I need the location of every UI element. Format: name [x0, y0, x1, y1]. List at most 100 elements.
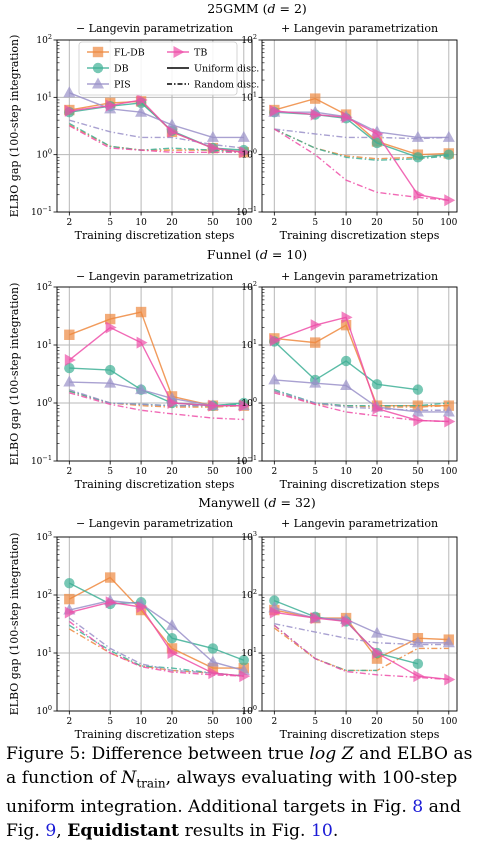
subplot-title: − Langevin parametrization	[76, 517, 233, 530]
data-point-pis	[237, 130, 250, 142]
y-tick-label: 100	[241, 704, 257, 717]
y-tick-label: 101	[241, 646, 257, 659]
figure-ref-link[interactable]: 10	[310, 821, 333, 842]
x-tick-label: 10	[135, 717, 147, 727]
series-line-tb-random	[273, 624, 449, 681]
data-point-pis	[340, 379, 353, 391]
x-tick-label: 50	[412, 717, 424, 727]
data-point-db	[443, 149, 454, 160]
x-tick-label: 2	[66, 467, 72, 477]
legend-marker	[92, 46, 104, 58]
y-tick-label: 100	[241, 148, 257, 161]
x-tick-label: 100	[235, 717, 252, 727]
axes-frame	[261, 286, 458, 462]
figure-ref-link[interactable]: 8	[412, 797, 424, 818]
data-point-db	[207, 643, 219, 654]
x-axis-label: Training discretization steps	[75, 728, 235, 740]
legend-marker	[92, 62, 104, 74]
axes-frame	[56, 286, 253, 462]
subplot-title: + Langevin parametrization	[281, 270, 438, 283]
y-tick-label: 101	[36, 646, 52, 659]
data-point-pis	[411, 405, 424, 417]
data-point-db	[371, 379, 383, 390]
legend-label: Uniform disc.	[194, 64, 259, 75]
x-tick-label: 100	[440, 218, 457, 228]
x-tick-label: 50	[412, 467, 424, 477]
x-tick-label: 5	[312, 467, 318, 477]
y-tick-label: 101	[36, 90, 52, 103]
x-tick-label: 50	[207, 717, 219, 727]
caption-bold-text: Equidistant	[67, 821, 180, 842]
series-line-fl-db-uniform	[274, 97, 449, 156]
data-point-tb	[136, 93, 148, 106]
data-point-db	[64, 577, 75, 589]
axes-frame	[56, 39, 253, 213]
caption-text: results in Fig.	[179, 821, 311, 842]
legend-label: DB	[114, 64, 129, 75]
subplot-title: − Langevin parametrization	[76, 270, 233, 283]
row-title: Manywell (d = 32)	[198, 495, 316, 510]
data-point-fl-db	[309, 93, 321, 104]
y-tick-label: 100	[241, 396, 257, 409]
y-axis-label: ELBO gap (100-step integration)	[8, 533, 21, 716]
x-tick-label: 100	[440, 717, 457, 727]
caption-text: Figure 5: Difference between true	[6, 744, 310, 764]
y-tick-label: 102	[241, 33, 257, 46]
data-point-tb	[269, 606, 281, 619]
figure-canvas: 25GMM (d = 2) ELBO gap (100-step integrat…	[8, 1, 458, 740]
data-point-tb	[105, 321, 117, 334]
data-point-db	[340, 355, 352, 367]
data-point-tb	[341, 111, 353, 124]
x-tick-label: 100	[235, 218, 252, 228]
data-point-tb	[413, 414, 425, 427]
y-tick-label: 102	[241, 588, 257, 601]
series-line-fl-db-random	[273, 627, 449, 672]
series-line-tb-random	[68, 125, 244, 153]
axes-frame	[56, 536, 253, 712]
x-tick-label: 2	[66, 218, 72, 228]
data-point-db	[412, 384, 424, 395]
series-line-pis-uniform	[69, 599, 244, 672]
y-tick-label: 101	[36, 338, 52, 351]
data-point-db	[269, 595, 280, 606]
x-tick-label: 5	[107, 717, 113, 727]
data-point-tb	[64, 354, 76, 367]
data-point-tb	[64, 606, 76, 619]
x-tick-label: 2	[271, 218, 277, 228]
series-line-db-uniform	[69, 582, 245, 661]
data-point-tb	[208, 399, 220, 412]
data-point-db	[412, 658, 424, 670]
data-point-tb	[413, 670, 425, 683]
x-tick-label: 100	[440, 467, 457, 477]
data-point-tb	[105, 596, 117, 609]
data-point-pis	[104, 376, 117, 388]
x-tick-label: 20	[166, 467, 178, 477]
caption-ntrain-subscript: train	[136, 776, 166, 791]
y-tick-label: 100	[36, 396, 52, 409]
legend-label: PIS	[114, 80, 131, 91]
data-point-fl-db	[135, 306, 147, 318]
data-point-tb	[167, 125, 179, 138]
series-line-tb-random	[68, 620, 244, 677]
data-point-tb	[269, 104, 281, 117]
caption-logz: log Z	[309, 744, 354, 764]
series-line-pis-random	[274, 390, 449, 411]
data-point-tb	[167, 647, 179, 659]
caption-text: and ELBO as a function of	[6, 744, 473, 788]
data-point-db	[238, 655, 249, 666]
series-line-pis-uniform	[274, 111, 449, 139]
x-tick-label: 10	[135, 218, 147, 228]
series-line-fl-db-uniform	[68, 576, 244, 669]
y-tick-label: 100	[36, 148, 52, 161]
data-point-tb	[105, 99, 117, 112]
series-line-fl-db-random	[68, 628, 244, 677]
data-point-tb	[372, 402, 384, 415]
y-tick-label: 103	[36, 530, 52, 543]
data-point-db	[166, 632, 178, 644]
data-point-pis	[309, 376, 322, 388]
legend-label: Random disc.	[194, 80, 259, 91]
series-line-tb-uniform	[274, 110, 449, 201]
figure-ref-link[interactable]: 9	[45, 821, 57, 842]
data-point-pis	[268, 373, 281, 385]
